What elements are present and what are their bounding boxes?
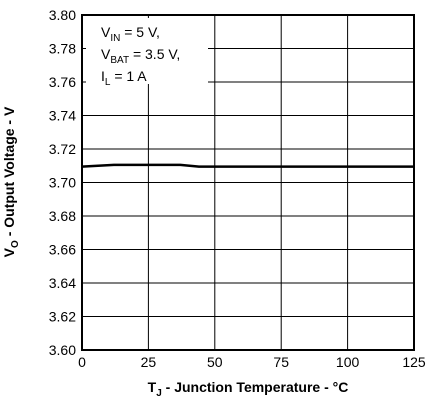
annotation-line-3: IL = 1 A bbox=[101, 68, 147, 88]
y-axis-title-sub: O bbox=[10, 240, 21, 248]
annotation-line-1-rest: = 5 V, bbox=[120, 24, 160, 40]
y-tick-labels: 3.60 3.62 3.64 3.66 3.68 3.70 3.72 3.74 3.76 3.78… bbox=[49, 7, 76, 358]
annotation-line-1: VIN = 5 V, bbox=[101, 24, 160, 44]
y-axis-title-main: V bbox=[1, 247, 17, 257]
annotation-line-2-rest: = 3.5 V, bbox=[129, 46, 180, 62]
y-tick-label: 3.62 bbox=[49, 309, 76, 325]
y-tick-label: 3.78 bbox=[49, 41, 76, 57]
annotation-line-3-rest: = 1 A bbox=[110, 68, 147, 84]
annotation-line-3-sub: L bbox=[105, 77, 111, 88]
x-tick-label: 75 bbox=[273, 354, 289, 370]
y-tick-label: 3.72 bbox=[49, 141, 76, 157]
x-axis-title-rest: - Junction Temperature - °C bbox=[162, 379, 349, 395]
x-tick-label: 50 bbox=[207, 354, 223, 370]
plot-frame bbox=[81, 14, 415, 351]
annotation-line-3-main: I bbox=[101, 68, 105, 84]
x-tick-label: 0 bbox=[78, 354, 86, 370]
x-axis-title: TJ - Junction Temperature - °C bbox=[148, 379, 349, 399]
series-line bbox=[81, 163, 414, 168]
annotation-line-2: VBAT = 3.5 V, bbox=[101, 46, 180, 66]
y-tick-label: 3.66 bbox=[49, 242, 76, 258]
x-tick-labels: 0 25 50 75 100 125 bbox=[78, 354, 426, 370]
y-tick-label: 3.68 bbox=[49, 208, 76, 224]
annotation-line-1-sub: IN bbox=[110, 33, 120, 44]
y-tick-label: 3.74 bbox=[49, 108, 76, 124]
y-tick-label: 3.60 bbox=[49, 342, 76, 358]
x-tick-label: 125 bbox=[402, 354, 426, 370]
x-tick-label: 100 bbox=[336, 354, 360, 370]
annotation-box bbox=[86, 18, 208, 84]
y-tick-label: 3.80 bbox=[49, 7, 76, 23]
x-axis-title-sub: J bbox=[156, 388, 162, 399]
annotation-line-2-sub: BAT bbox=[110, 55, 129, 66]
y-tick-label: 3.70 bbox=[49, 175, 76, 191]
x-tick-label: 25 bbox=[141, 354, 157, 370]
annotation-line-2-main: V bbox=[101, 46, 111, 62]
y-axis-title-rest: - Output Voltage - V bbox=[1, 106, 17, 240]
annotation-line-1-main: V bbox=[101, 24, 111, 40]
x-axis-title-main: T bbox=[148, 379, 157, 395]
series-group bbox=[81, 163, 414, 168]
y-axis-title: VO - Output Voltage - V bbox=[1, 106, 21, 257]
y-tick-label: 3.64 bbox=[49, 275, 76, 291]
y-tick-label: 3.76 bbox=[49, 74, 76, 90]
